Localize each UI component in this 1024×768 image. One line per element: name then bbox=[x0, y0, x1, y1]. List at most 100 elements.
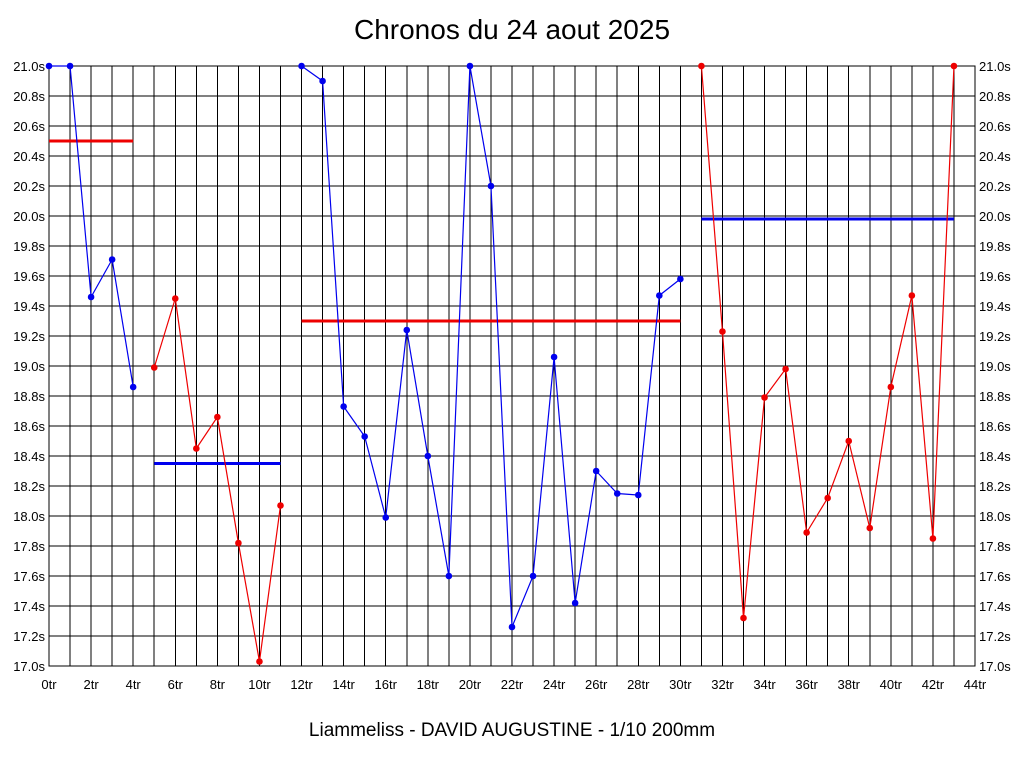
x-tick-label: 24tr bbox=[543, 677, 566, 692]
y-tick-label-left: 20.8s bbox=[13, 89, 45, 104]
y-tick-label-left: 17.0s bbox=[13, 659, 45, 674]
chart-footer-label: Liammeliss - DAVID AUGUSTINE - 1/10 200m… bbox=[308, 720, 716, 741]
data-point bbox=[382, 514, 390, 521]
x-tick-label: 8tr bbox=[210, 677, 226, 692]
data-point bbox=[803, 529, 810, 536]
data-point bbox=[677, 275, 684, 283]
y-tick-label-left: 18.2s bbox=[13, 479, 45, 494]
y-tick-label-left: 19.0s bbox=[13, 359, 45, 374]
data-point bbox=[87, 293, 95, 301]
y-tick-label-left: 19.8s bbox=[13, 239, 45, 254]
y-tick-label-left: 20.6s bbox=[13, 119, 45, 134]
y-tick-label-left: 19.6s bbox=[13, 269, 45, 284]
y-tick-label-left: 17.4s bbox=[13, 599, 45, 614]
y-tick-label-right: 18.2s bbox=[979, 479, 1011, 494]
data-point bbox=[445, 572, 453, 580]
data-point bbox=[740, 614, 747, 622]
y-tick-label-right: 20.0s bbox=[979, 209, 1011, 224]
x-tick-label: 10tr bbox=[248, 677, 271, 692]
y-tick-label-right: 17.8s bbox=[979, 539, 1011, 554]
y-tick-label-right: 21.0s bbox=[979, 59, 1011, 74]
chart-title: Chronos du 24 aout 2025 bbox=[353, 14, 671, 45]
y-tick-label-left: 19.2s bbox=[13, 329, 45, 344]
y-tick-label-right: 17.2s bbox=[979, 629, 1011, 644]
data-point bbox=[277, 502, 284, 509]
data-point bbox=[719, 328, 726, 335]
y-tick-label-right: 19.6s bbox=[979, 269, 1011, 284]
y-tick-label-left: 17.6s bbox=[13, 569, 45, 584]
y-tick-label-left: 18.0s bbox=[13, 509, 45, 524]
data-point bbox=[403, 326, 411, 334]
data-point bbox=[761, 394, 768, 401]
y-tick-label-left: 18.4s bbox=[13, 449, 45, 464]
data-point bbox=[466, 62, 474, 70]
data-point bbox=[571, 599, 579, 607]
data-point bbox=[824, 494, 831, 502]
data-point bbox=[298, 62, 305, 70]
data-point bbox=[782, 365, 789, 373]
x-tick-label: 4tr bbox=[126, 677, 142, 692]
y-tick-label-right: 19.8s bbox=[979, 239, 1011, 254]
y-tick-label-right: 17.6s bbox=[979, 569, 1011, 584]
x-tick-label: 20tr bbox=[459, 677, 482, 692]
x-tick-label: 16tr bbox=[375, 677, 398, 692]
x-tick-label: 36tr bbox=[795, 677, 818, 692]
y-tick-label-left: 17.2s bbox=[13, 629, 45, 644]
y-tick-label-left: 19.4s bbox=[13, 299, 45, 314]
y-tick-label-right: 18.6s bbox=[979, 419, 1011, 434]
y-tick-label-right: 18.0s bbox=[979, 509, 1011, 524]
plot-frame bbox=[48, 65, 976, 667]
y-tick-label-right: 20.8s bbox=[979, 89, 1011, 104]
data-point bbox=[487, 182, 495, 190]
y-tick-label-left: 20.0s bbox=[13, 209, 45, 224]
x-tick-label: 12tr bbox=[290, 677, 313, 692]
data-point bbox=[171, 295, 179, 302]
y-tick-label-right: 18.4s bbox=[979, 449, 1011, 464]
x-tick-label: 34tr bbox=[753, 677, 776, 692]
data-point bbox=[508, 623, 516, 631]
data-point bbox=[129, 383, 137, 391]
x-tick-label: 6tr bbox=[168, 677, 184, 692]
data-point bbox=[529, 572, 537, 580]
data-point bbox=[845, 437, 853, 445]
data-point bbox=[698, 62, 705, 70]
data-point bbox=[908, 292, 916, 299]
y-tick-label-right: 20.2s bbox=[979, 179, 1011, 194]
y-tick-label-left: 17.8s bbox=[13, 539, 45, 554]
y-tick-label-left: 21.0s bbox=[13, 59, 45, 74]
y-tick-label-left: 18.6s bbox=[13, 419, 45, 434]
y-tick-label-right: 19.0s bbox=[979, 359, 1011, 374]
x-tick-label: 18tr bbox=[417, 677, 440, 692]
x-tick-label: 44tr bbox=[964, 677, 987, 692]
x-tick-label: 40tr bbox=[880, 677, 903, 692]
x-tick-label: 2tr bbox=[84, 677, 100, 692]
y-tick-label-right: 17.0s bbox=[979, 659, 1011, 674]
y-tick-label-right: 18.8s bbox=[979, 389, 1011, 404]
y-tick-label-left: 18.8s bbox=[13, 389, 45, 404]
x-tick-label: 14tr bbox=[332, 677, 355, 692]
data-point bbox=[340, 403, 347, 410]
data-point bbox=[634, 491, 642, 499]
data-point bbox=[950, 62, 958, 70]
data-point bbox=[214, 413, 221, 421]
data-point bbox=[929, 535, 937, 542]
data-point bbox=[150, 364, 158, 371]
data-point bbox=[613, 490, 621, 497]
data-point bbox=[319, 77, 326, 85]
x-tick-label: 38tr bbox=[838, 677, 861, 692]
data-point bbox=[424, 452, 432, 460]
data-point bbox=[235, 539, 242, 547]
y-tick-label-right: 19.4s bbox=[979, 299, 1011, 314]
x-tick-label: 22tr bbox=[501, 677, 524, 692]
x-tick-label: 0tr bbox=[41, 677, 57, 692]
data-point bbox=[592, 467, 600, 475]
data-point bbox=[45, 62, 53, 70]
x-tick-label: 30tr bbox=[669, 677, 692, 692]
y-tick-label-left: 20.4s bbox=[13, 149, 45, 164]
data-point bbox=[193, 445, 200, 452]
data-point bbox=[866, 524, 874, 532]
x-tick-label: 28tr bbox=[627, 677, 650, 692]
y-tick-label-right: 20.6s bbox=[979, 119, 1011, 134]
x-tick-label: 32tr bbox=[711, 677, 734, 692]
